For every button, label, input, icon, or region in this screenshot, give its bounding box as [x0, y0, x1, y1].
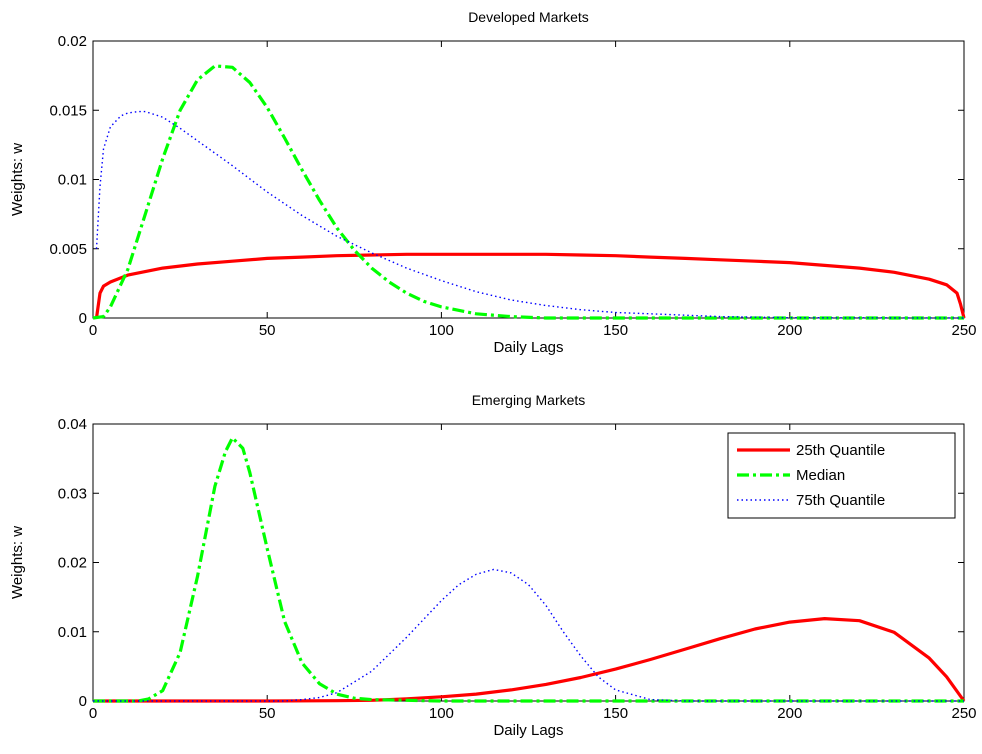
series-line-75th-quantile: [95, 110, 965, 319]
x-tick-label: 200: [777, 322, 802, 339]
y-tick-label: 0.04: [58, 416, 87, 433]
y-tick-label: 0: [79, 310, 87, 327]
series-line-median: [92, 64, 964, 320]
y-tick-label: 0.02: [58, 33, 87, 50]
legend-label: 75th Quantile: [796, 492, 885, 509]
y-tick-label: 0: [79, 693, 87, 710]
x-tick-label: 0: [89, 705, 97, 722]
x-tick-label: 100: [429, 322, 454, 339]
y-tick-label: 0.015: [49, 102, 87, 119]
x-axis-label: Daily Lags: [493, 722, 563, 739]
y-tick-label: 0.01: [58, 172, 87, 189]
y-tick-label: 0.005: [49, 241, 87, 258]
series-line-median: [93, 436, 964, 703]
y-axis-label: Weights: w: [9, 143, 26, 216]
series-line-25th-quantile: [94, 252, 966, 319]
chart-title: Developed Markets: [468, 9, 589, 25]
chart-title: Emerging Markets: [472, 392, 586, 408]
x-axis-label: Daily Lags: [493, 339, 563, 356]
x-tick-label: 100: [429, 705, 454, 722]
x-tick-label: 200: [777, 705, 802, 722]
x-tick-label: 50: [259, 322, 276, 339]
y-axis-label: Weights: w: [9, 526, 26, 599]
y-tick-label: 0.02: [58, 555, 87, 572]
developed-markets-panel: 0 50 100 150 200 250 0 0.005 0.01 0.015 0.02 Develo…: [9, 9, 977, 356]
series-line-75th-quantile: [93, 568, 964, 702]
x-tick-label: 250: [951, 322, 976, 339]
x-tick-label: 50: [259, 705, 276, 722]
x-tick-label: 150: [603, 322, 628, 339]
legend: 25th Quantile Median 75th Quantile: [727, 432, 956, 519]
y-tick-label: 0.01: [58, 624, 87, 641]
x-tick-label: 150: [603, 705, 628, 722]
legend-label: Median: [796, 467, 845, 484]
legend-label: 25th Quantile: [796, 442, 885, 459]
x-tick-label: 0: [89, 322, 97, 339]
series-line-25th-quantile: [93, 616, 966, 703]
y-tick-label: 0.03: [58, 485, 87, 502]
emerging-markets-panel: 0 50 100 150 200 250 0 0.01 0.02 0.03 0.04 Emerging…: [9, 392, 977, 739]
x-tick-label: 250: [951, 705, 976, 722]
axes-box: [92, 40, 965, 319]
